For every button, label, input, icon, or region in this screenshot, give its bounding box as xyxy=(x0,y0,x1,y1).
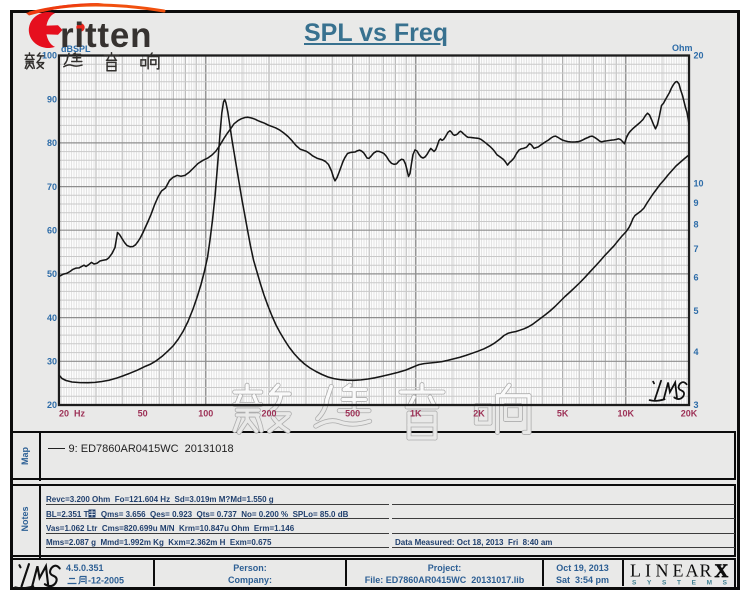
svg-text:5: 5 xyxy=(694,306,699,316)
svg-text:80: 80 xyxy=(47,138,57,148)
svg-text:6: 6 xyxy=(694,273,699,283)
svg-text:90: 90 xyxy=(47,94,57,104)
svg-text:100: 100 xyxy=(42,51,57,61)
svg-text:dBSPL: dBSPL xyxy=(61,44,91,54)
svg-text:I: I xyxy=(645,561,651,581)
svg-text:2K: 2K xyxy=(473,409,485,419)
svg-text:20: 20 xyxy=(47,400,57,410)
svg-text:70: 70 xyxy=(47,182,57,192)
svg-text:1K: 1K xyxy=(410,409,422,419)
svg-text:L: L xyxy=(630,561,641,581)
svg-text:7: 7 xyxy=(694,244,699,254)
svg-text:SYSTEMS: SYSTEMS xyxy=(632,580,729,587)
svg-text:100: 100 xyxy=(198,409,213,419)
svg-text:30: 30 xyxy=(47,357,57,367)
svg-text:8: 8 xyxy=(694,220,699,230)
svg-text:E: E xyxy=(673,561,684,581)
svg-text:5K: 5K xyxy=(557,409,569,419)
svg-text:N: N xyxy=(656,561,669,581)
svg-text:3: 3 xyxy=(694,400,699,410)
svg-text:10K: 10K xyxy=(618,409,635,419)
svg-text:500: 500 xyxy=(345,409,360,419)
svg-text:20: 20 xyxy=(694,51,704,61)
svg-text:4: 4 xyxy=(694,347,699,357)
svg-text:R: R xyxy=(700,561,712,581)
svg-text:50: 50 xyxy=(47,269,57,279)
svg-text:200: 200 xyxy=(261,409,276,419)
svg-text:50: 50 xyxy=(138,409,148,419)
svg-text:X: X xyxy=(715,561,729,582)
svg-text:ritten: ritten xyxy=(60,16,152,55)
svg-text:60: 60 xyxy=(47,225,57,235)
svg-text:40: 40 xyxy=(47,313,57,323)
svg-text:9: 9 xyxy=(694,198,699,208)
svg-text:Ohm: Ohm xyxy=(672,43,693,53)
svg-text:20 Hz: 20 Hz xyxy=(59,409,86,419)
svg-text:A: A xyxy=(686,561,699,581)
svg-text:20K: 20K xyxy=(681,409,698,419)
svg-text:10: 10 xyxy=(694,178,704,188)
